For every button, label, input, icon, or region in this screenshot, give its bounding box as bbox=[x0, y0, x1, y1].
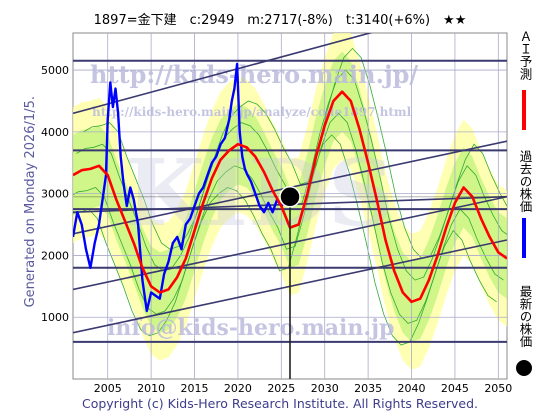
chart-title: 1897=金下建 c:2949 m:2717(-8%) t:3140(+6%) … bbox=[93, 13, 467, 28]
x-tick-label: 2005 bbox=[94, 382, 122, 395]
latest-price-dot bbox=[279, 186, 301, 208]
legend-dot bbox=[516, 360, 532, 376]
x-tick-label: 2050 bbox=[484, 382, 512, 395]
legend-label: 最新の株価 bbox=[518, 285, 533, 348]
trend-line bbox=[73, 33, 374, 115]
legend-label: ＡＩ予測 bbox=[518, 30, 533, 81]
y-tick-label: 2000 bbox=[41, 249, 69, 262]
y-tick-label: 4000 bbox=[41, 126, 69, 139]
x-tick-label: 2035 bbox=[354, 382, 382, 395]
legend-label: 過去の株価 bbox=[518, 150, 533, 213]
x-tick-label: 2010 bbox=[137, 382, 165, 395]
y-tick-label: 1000 bbox=[41, 311, 69, 324]
watermark-email: info@kids-hero.main.jp bbox=[107, 315, 394, 341]
x-tick-label: 2025 bbox=[267, 382, 295, 395]
y-tick-label: 3000 bbox=[41, 188, 69, 201]
past-price-line bbox=[73, 62, 291, 313]
watermark-logo: KIDS bbox=[125, 139, 394, 247]
copyright-footer: Copyright (c) Kids-Hero Research Institu… bbox=[81, 396, 479, 411]
x-tick-label: 2020 bbox=[224, 382, 252, 395]
watermark-analyze-url: http://kids-hero.main.jp/analyze/code189… bbox=[92, 105, 412, 119]
scenario-line bbox=[83, 47, 507, 259]
x-tick-label: 2045 bbox=[441, 382, 469, 395]
x-tick-label: 2040 bbox=[398, 382, 426, 395]
x-tick-label: 2015 bbox=[181, 382, 209, 395]
y-tick-label: 5000 bbox=[41, 64, 69, 77]
x-tick-label: 2030 bbox=[311, 382, 339, 395]
generated-date-label: Generated on Monday 2026/1/5. bbox=[23, 96, 38, 308]
scenario-line bbox=[73, 112, 504, 324]
